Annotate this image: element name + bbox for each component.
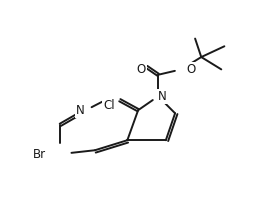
Text: N: N [158, 90, 166, 103]
Text: O: O [137, 63, 146, 76]
Text: O: O [187, 63, 196, 76]
Text: Br: Br [33, 147, 46, 161]
Text: N: N [76, 104, 85, 117]
Text: Cl: Cl [103, 99, 115, 112]
